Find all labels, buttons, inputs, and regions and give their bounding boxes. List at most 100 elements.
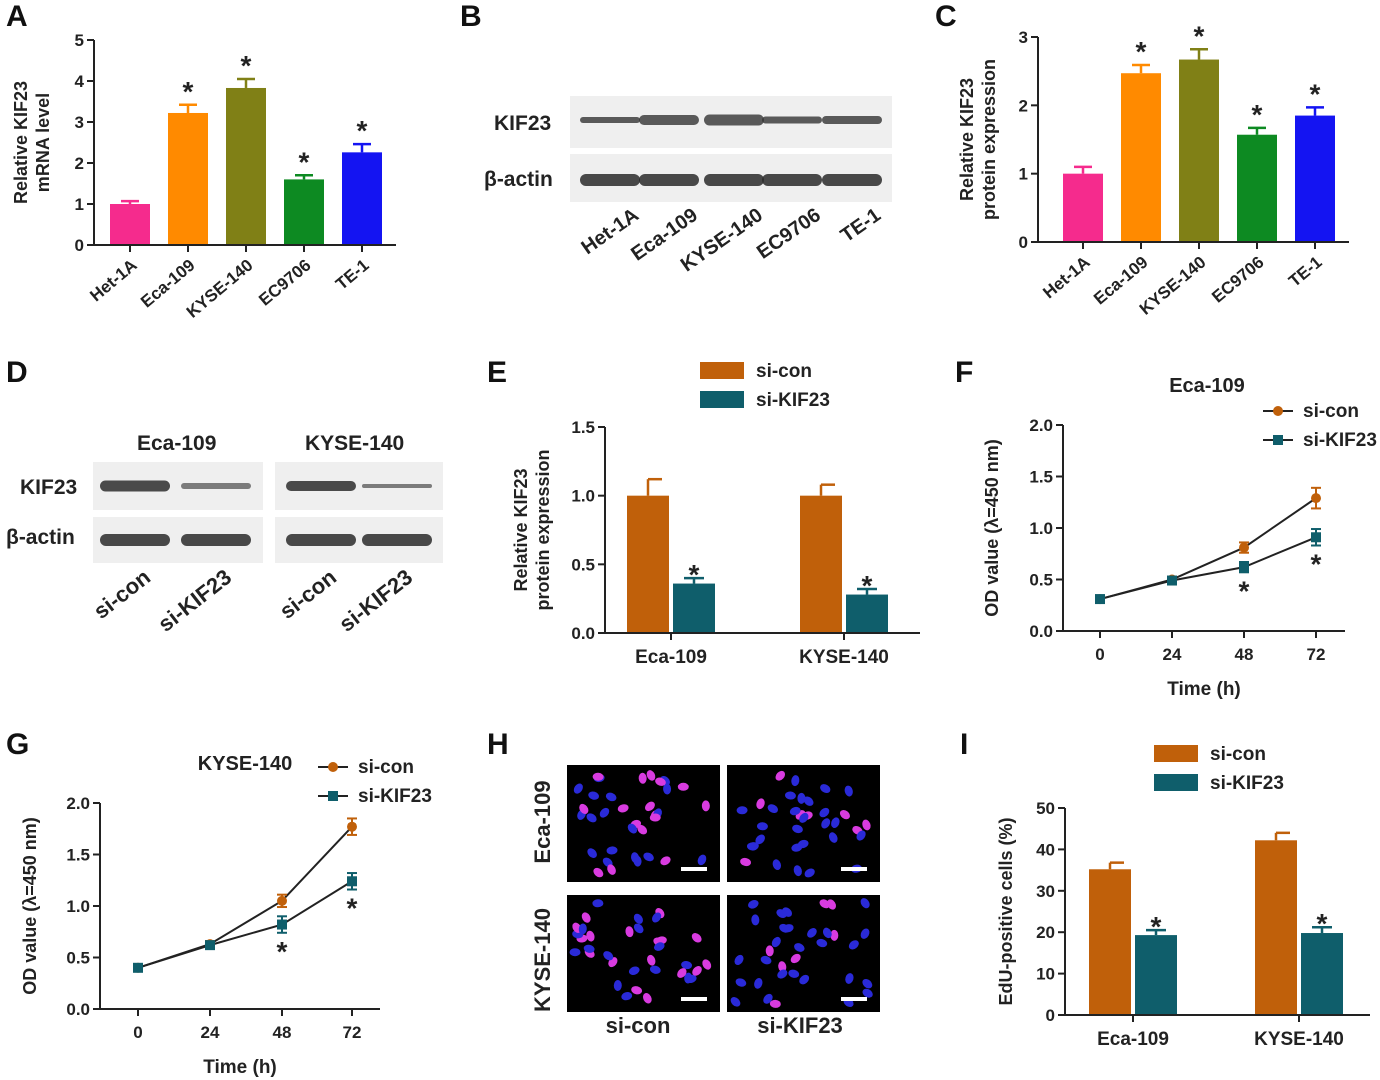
chart-a-ytick-label-4: 4 <box>75 72 85 91</box>
chart-g-point-0-2 <box>277 895 287 906</box>
nucleus-2-1 <box>702 959 712 970</box>
nucleus-1-27 <box>803 796 814 806</box>
chart-c-ylabel-1: protein expression <box>979 59 999 220</box>
nucleus-1-3 <box>740 857 752 867</box>
blot-d-group-eca109: Eca-109 <box>137 432 217 455</box>
nucleus-1-8 <box>793 865 802 877</box>
chart-g-ytick-label-4: 2.0 <box>66 794 90 813</box>
nucleus-0-7 <box>627 823 638 834</box>
nucleus-3-22 <box>822 927 832 939</box>
blot-b-lane-4: TE-1 <box>837 204 885 247</box>
nucleus-0-10 <box>617 804 629 813</box>
nucleus-3-32 <box>751 914 760 926</box>
chart-i-bar-1-0 <box>1135 935 1177 1015</box>
nucleus-0-29 <box>643 852 654 862</box>
chart-c-sig-2: * <box>1194 20 1205 51</box>
nucleus-0-24 <box>633 855 642 867</box>
chart-c-ylabel-0: Relative KIF23 <box>957 78 977 201</box>
nucleus-2-26 <box>613 980 622 992</box>
nucleus-3-21 <box>862 988 873 998</box>
chart-g-point-1-1 <box>205 940 215 951</box>
chart-e-xlabel-1: KYSE-140 <box>799 647 889 668</box>
chart-i-xlabel-1: KYSE-140 <box>1254 1029 1344 1050</box>
nucleus-3-10 <box>763 993 773 1004</box>
nucleus-2-16 <box>592 899 604 908</box>
chart-g-xtick-label-0: 0 <box>133 1023 142 1042</box>
chart-a-sig-1: * <box>183 76 194 107</box>
nucleus-1-23 <box>775 770 786 781</box>
chart-c-bar-0 <box>1063 173 1103 242</box>
chart-g-line-1 <box>137 880 353 969</box>
chart-f-title: Eca-109 <box>1169 375 1245 397</box>
blot-d-band-kif23-1 <box>181 483 251 489</box>
nucleus-3-9 <box>730 997 741 1007</box>
chart-i-bar-1-1 <box>1301 933 1343 1015</box>
chart-c-sig-4: * <box>1310 78 1321 109</box>
nucleus-0-9 <box>645 801 655 812</box>
chart-e-legend-swatch-1 <box>700 391 744 408</box>
nucleus-1-10 <box>804 868 815 878</box>
nucleus-1-33 <box>856 830 866 841</box>
nucleus-0-8 <box>593 867 604 878</box>
nucleus-1-25 <box>784 791 796 800</box>
nucleus-1-5 <box>789 806 801 816</box>
chart-f-ytick-label-0: 0.0 <box>1029 622 1053 641</box>
micrograph-3 <box>727 895 880 1012</box>
nucleus-3-1 <box>790 953 801 964</box>
nucleus-2-6 <box>631 986 643 995</box>
chart-a-xlabel-4: TE-1 <box>332 256 372 294</box>
nucleus-2-23 <box>642 993 652 1004</box>
chart-a-bar-3 <box>284 179 324 245</box>
chart-g-xtick-label-2: 48 <box>273 1023 292 1042</box>
nucleus-3-5 <box>848 940 859 950</box>
chart-c-ytick-label-2: 2 <box>1019 96 1028 115</box>
chart-a-ylabel-1: mRNA level <box>33 93 53 192</box>
nucleus-0-26 <box>573 783 583 794</box>
nucleus-0-32 <box>677 782 689 791</box>
nucleus-1-22 <box>797 792 806 804</box>
panel-label-a: A <box>6 0 28 33</box>
chart-a-bar-0 <box>110 204 150 245</box>
nucleus-3-15 <box>760 955 772 965</box>
nucleus-1-28 <box>831 817 840 829</box>
nucleus-2-31 <box>677 968 687 978</box>
nucleus-1-17 <box>862 819 871 831</box>
chart-f-xtick-label-3: 72 <box>1307 645 1326 664</box>
nucleus-0-13 <box>588 791 600 800</box>
chart-g-xlabel: Time (h) <box>203 1057 277 1078</box>
chart-f-ytick-label-4: 2.0 <box>1029 416 1053 435</box>
nucleus-3-0 <box>830 929 839 941</box>
nucleus-0-6 <box>586 813 597 823</box>
nucleus-1-30 <box>839 810 850 820</box>
blot-d-row-kif23: KIF23 <box>20 476 78 499</box>
nucleus-2-11 <box>603 951 614 961</box>
nucleus-2-32 <box>583 944 595 953</box>
blot-d-band-actin-2 <box>286 534 356 546</box>
nucleus-3-24 <box>860 898 870 909</box>
panel-label-e: E <box>487 356 508 389</box>
blot-b-band-actin-2 <box>704 174 764 186</box>
blot-d-lane-1: si-KIF23 <box>153 564 236 636</box>
chart-e-legend-label-1: si-KIF23 <box>756 390 830 411</box>
chart-i-ytick-label-2: 20 <box>1036 923 1055 942</box>
nucleus-0-30 <box>638 772 647 784</box>
nucleus-0-15 <box>701 800 710 812</box>
micrograph-grid: Eca-109 KYSE-140 si-con si-KIF23 <box>530 765 880 1038</box>
chart-f-xlabel: Time (h) <box>1167 679 1241 700</box>
nucleus-3-27 <box>807 928 817 938</box>
blot-d-lane-2: si-con <box>275 564 341 624</box>
nucleus-3-18 <box>860 928 870 939</box>
chart-e-legend-label-0: si-con <box>756 361 812 382</box>
nucleus-2-20 <box>652 912 662 923</box>
chart-c-ytick-label-1: 1 <box>1019 165 1028 184</box>
nucleus-1-18 <box>755 834 765 845</box>
chart-e-bar-0-0 <box>627 495 669 633</box>
chart-g-sig-3: * <box>347 893 358 924</box>
chart-i-ytick-label-3: 30 <box>1036 882 1055 901</box>
nucleus-0-31 <box>579 803 589 814</box>
chart-e-ylabel-0: Relative KIF23 <box>511 468 531 591</box>
chart-f-legend-marker-1 <box>1273 435 1283 445</box>
chart-a-ytick-label-2: 2 <box>75 154 84 173</box>
chart-e-xlabel-0: Eca-109 <box>635 647 707 668</box>
